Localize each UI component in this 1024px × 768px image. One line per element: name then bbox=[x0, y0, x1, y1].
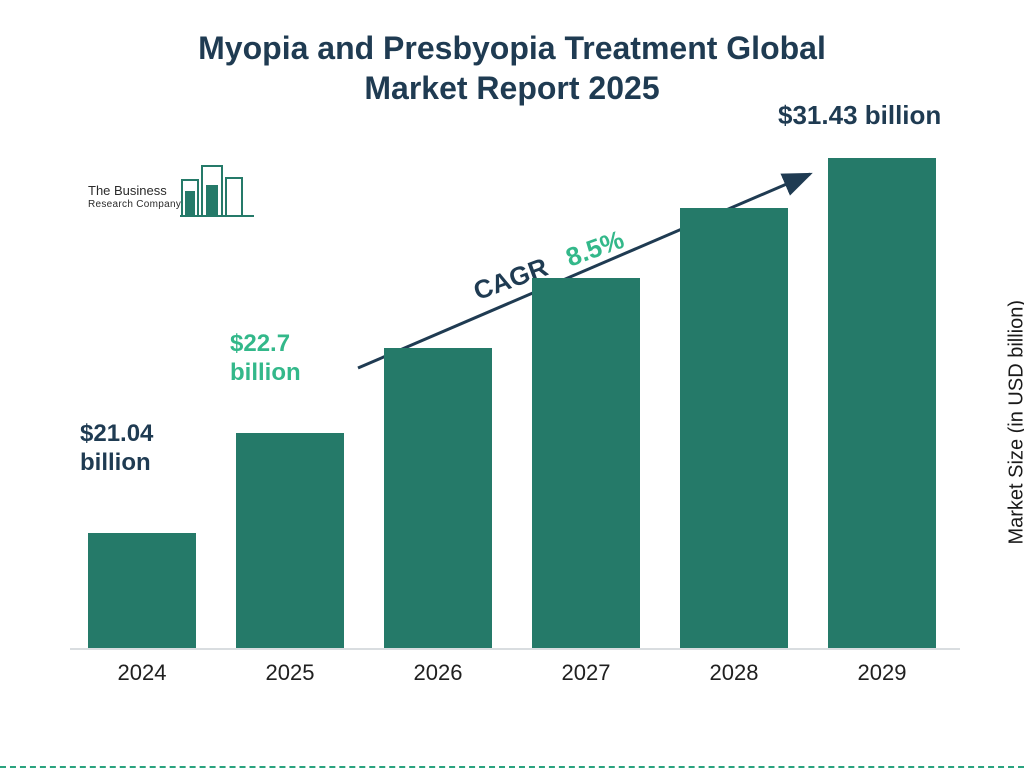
xlabel-2029: 2029 bbox=[828, 660, 936, 686]
chart-title: Myopia and Presbyopia Treatment Global M… bbox=[0, 28, 1024, 108]
bar-2025 bbox=[236, 433, 344, 648]
x-axis-baseline bbox=[70, 648, 960, 650]
xlabel-2026: 2026 bbox=[384, 660, 492, 686]
bar-2027 bbox=[532, 278, 640, 648]
bar-2029 bbox=[828, 158, 936, 648]
xlabel-2028: 2028 bbox=[680, 660, 788, 686]
bar-2026 bbox=[384, 348, 492, 648]
bars-group bbox=[70, 148, 950, 648]
xlabel-2027: 2027 bbox=[532, 660, 640, 686]
chart-container: Myopia and Presbyopia Treatment Global M… bbox=[0, 0, 1024, 768]
y-axis-label: Market Size (in USD billion) bbox=[1006, 300, 1024, 545]
value-label-2029: $31.43 billion bbox=[778, 100, 941, 131]
xlabel-2024: 2024 bbox=[88, 660, 196, 686]
bar-2024 bbox=[88, 533, 196, 648]
xlabel-2025: 2025 bbox=[236, 660, 344, 686]
value-2029-text: $31.43 billion bbox=[778, 100, 941, 130]
title-line1: Myopia and Presbyopia Treatment Global bbox=[0, 28, 1024, 68]
chart-area: CAGR 8.5% $21.04 billion $22.7 billion $… bbox=[70, 130, 950, 690]
bar-2028 bbox=[680, 208, 788, 648]
